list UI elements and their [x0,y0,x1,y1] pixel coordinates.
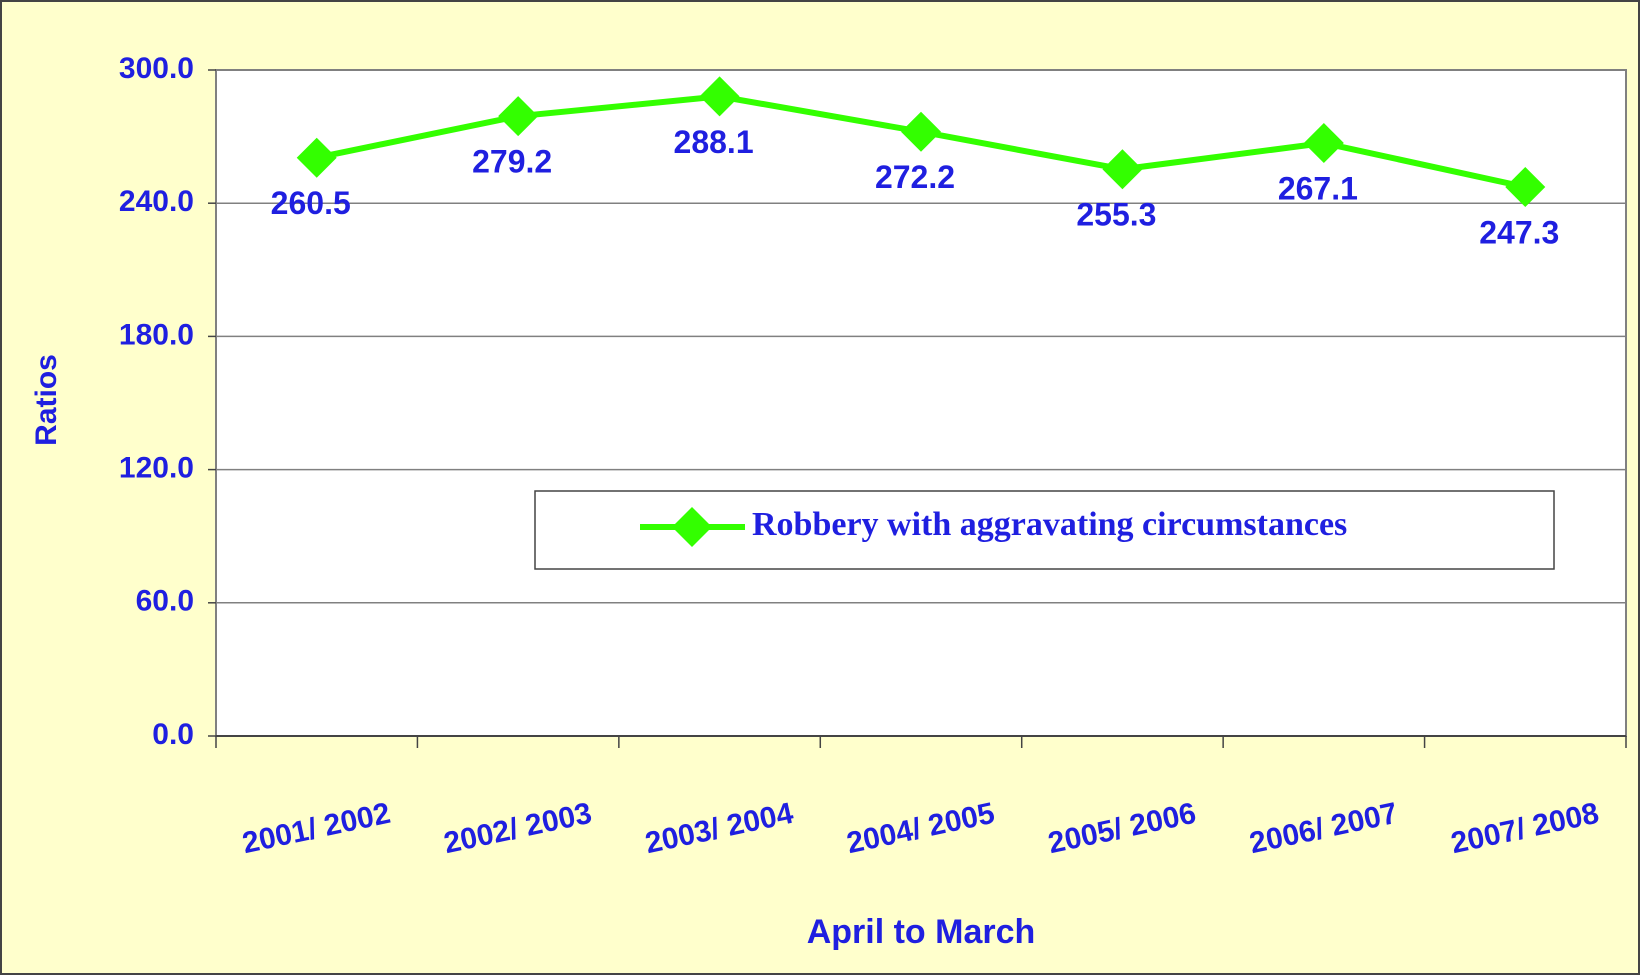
plot-area [215,69,1627,737]
legend-text: Robbery with aggravating circumstances [752,506,1347,543]
marker [699,76,740,117]
marker [296,137,337,178]
y-tick-label: 60.0 [136,585,194,618]
marker [901,111,941,152]
y-tick-label: 180.0 [119,318,194,351]
y-axis-label: Ratios [30,354,63,446]
data-label: 247.3 [1479,214,1559,250]
legend-marker [672,507,712,547]
y-tick-label: 300.0 [119,52,194,85]
data-label: 255.3 [1076,197,1156,233]
y-tick-label: 0.0 [152,718,194,751]
data-label: 267.1 [1278,170,1358,206]
data-label: 279.2 [472,144,552,180]
y-tick-label: 120.0 [119,452,194,485]
data-label: 272.2 [875,159,955,195]
data-label: 288.1 [674,124,754,160]
marker [1505,166,1546,207]
legend: Robbery with aggravating circumstances [534,490,1555,570]
y-tick-label: 240.0 [119,185,194,218]
x-axis-label: April to March [807,913,1036,951]
marker [498,96,539,137]
marker [1303,123,1344,164]
marker [1102,149,1143,190]
data-label: 260.5 [271,185,351,221]
